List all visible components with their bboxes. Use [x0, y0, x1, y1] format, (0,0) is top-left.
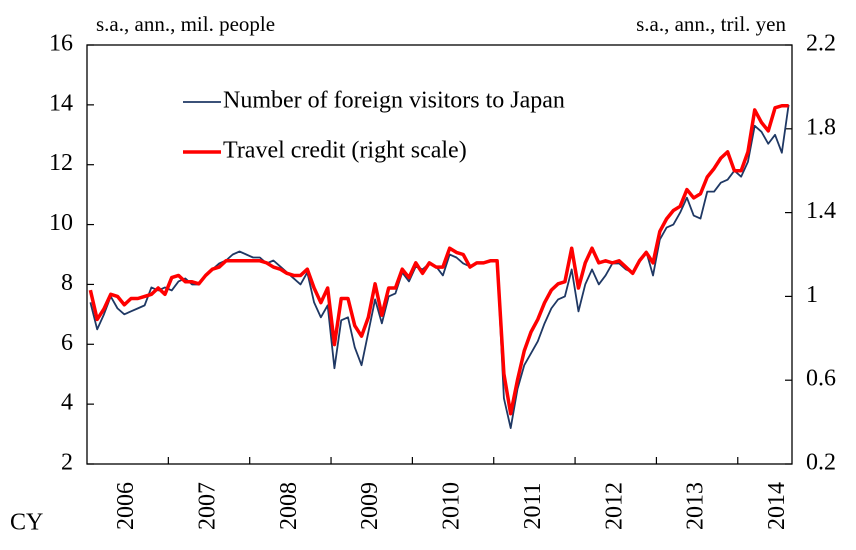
y-tick-label: 12	[49, 150, 73, 176]
y-tick-label: 4	[61, 390, 73, 416]
x-tick-label: 2014	[764, 482, 790, 530]
y2-tick-label: 0.6	[806, 366, 836, 392]
x-tick-label: 2008	[276, 482, 302, 530]
legend-label: Number of foreign visitors to Japan	[223, 88, 565, 114]
y-tick-label: 2	[61, 450, 73, 476]
x-tick-label: 2012	[601, 482, 627, 530]
x-tick-label: 2013	[683, 482, 709, 530]
x-tick-label: 2006	[113, 482, 139, 530]
series-line	[88, 104, 789, 416]
right-axis-unit: s.a., ann., tril. yen	[636, 12, 786, 36]
y2-tick-label: 1.8	[806, 114, 836, 140]
x-tick-label: 2007	[195, 482, 221, 530]
left-axis-unit: s.a., ann., mil. people	[96, 12, 275, 36]
y2-tick-label: 1.4	[806, 198, 836, 224]
y2-tick-label: 1	[806, 282, 818, 308]
x-axis-label: CY	[10, 510, 43, 536]
y-tick-label: 14	[49, 90, 73, 116]
y-tick-label: 10	[49, 210, 73, 236]
x-tick-label: 2011	[520, 482, 546, 529]
y2-tick-label: 2.2	[806, 31, 836, 57]
y-tick-label: 6	[61, 330, 73, 356]
y-tick-label: 8	[61, 270, 73, 296]
x-tick-label: 2009	[357, 482, 383, 530]
legend-label: Travel credit (right scale)	[223, 138, 467, 164]
plot-frame	[86, 44, 793, 465]
y2-tick-label: 0.2	[806, 450, 836, 476]
y-tick-label: 16	[49, 31, 73, 57]
x-tick-label: 2010	[439, 482, 465, 530]
